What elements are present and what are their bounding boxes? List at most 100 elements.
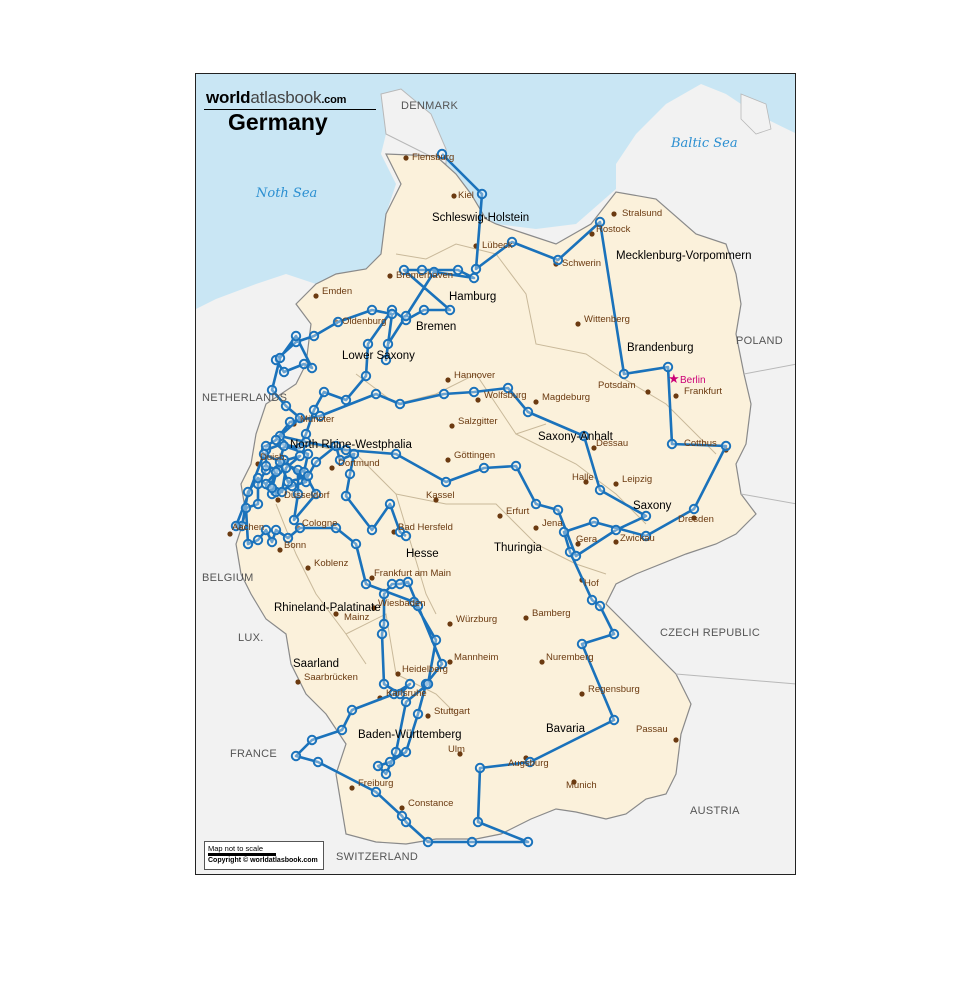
route-node	[662, 361, 674, 373]
route-node	[396, 810, 408, 822]
route-node	[378, 618, 390, 630]
route-node	[402, 576, 414, 588]
country-label: AUSTRIA	[690, 805, 740, 817]
city-dot	[571, 779, 577, 785]
city-label: Leipzig	[622, 474, 653, 485]
country-label: BELGIUM	[202, 572, 254, 584]
route-node	[366, 524, 378, 536]
route-node	[336, 724, 348, 736]
route-node	[640, 510, 652, 522]
route-node	[340, 490, 352, 502]
city-label: Bamberg	[532, 608, 571, 619]
city-label: Karlsruhe	[386, 688, 427, 699]
route-node	[478, 462, 490, 474]
state-label: Saxony	[633, 500, 672, 512]
route-node	[240, 502, 252, 514]
city-label: Koblenz	[314, 558, 349, 569]
city-dot	[583, 479, 589, 485]
city-label: Hof	[584, 578, 599, 589]
city-label: Bad Hersfeld	[398, 522, 453, 533]
city-label: Mannheim	[454, 652, 499, 663]
route-node	[530, 498, 542, 510]
route-node	[386, 308, 398, 320]
route-node	[370, 388, 382, 400]
route-node	[400, 746, 412, 758]
state-label: Brandenburg	[627, 342, 694, 354]
route-node	[290, 330, 302, 342]
city-label: Aachen	[232, 522, 265, 533]
country-label: LUX.	[238, 632, 264, 644]
route-node	[282, 476, 294, 488]
route-node	[330, 522, 342, 534]
route-node	[422, 678, 434, 690]
city-label: Dortmund	[338, 458, 380, 469]
route-node	[330, 440, 342, 452]
route-node	[720, 440, 732, 452]
city-dot	[333, 611, 339, 617]
route-node	[474, 762, 486, 774]
city-label: Cologne	[302, 518, 338, 529]
route-node	[472, 816, 484, 828]
city-label: Cottbus	[684, 438, 717, 449]
city-label: Frankfurt	[684, 386, 723, 397]
route-node	[452, 264, 464, 276]
route-node	[400, 310, 412, 322]
city-dot	[523, 615, 529, 621]
city-dot	[349, 785, 355, 791]
route-node	[394, 688, 406, 700]
route-node	[300, 436, 312, 448]
route-node	[438, 388, 450, 400]
scale-box: Map not to scale Copyright © worldatlasb…	[204, 841, 324, 870]
city-label: Magdeburg	[542, 392, 591, 403]
route-node	[270, 524, 282, 536]
route-node	[400, 530, 412, 542]
city-dot	[475, 397, 481, 403]
route-node	[252, 498, 264, 510]
country-label: CZECH REPUBLIC	[660, 627, 761, 639]
city-label: Frankfurt am Main	[374, 568, 452, 579]
route-node	[340, 394, 352, 406]
route-node	[274, 352, 286, 364]
city-label: Wittenberg	[584, 314, 630, 325]
city-dot	[403, 155, 409, 161]
city-label: Oldenburg	[342, 316, 387, 327]
brand-thin: atlasbook	[250, 88, 322, 107]
route-node	[608, 714, 620, 726]
country-label: SWITZERLAND	[336, 851, 419, 863]
sea-area	[196, 74, 795, 309]
route-node	[380, 354, 392, 366]
city-dot	[613, 481, 619, 487]
city-label: Ulm	[448, 744, 465, 755]
route-node	[318, 386, 330, 398]
city-dot	[533, 399, 539, 405]
germany-land	[235, 153, 757, 845]
route-node	[384, 498, 396, 510]
city-dot	[445, 457, 451, 463]
route-node	[524, 756, 536, 768]
city-label: Lübeck	[482, 240, 513, 251]
city-label: Freiburg	[358, 778, 394, 789]
route-node	[278, 366, 290, 378]
route-node	[292, 488, 304, 500]
route-node	[428, 266, 440, 278]
city-dot	[371, 605, 377, 611]
route-node	[422, 836, 434, 848]
route-node	[418, 304, 430, 316]
route-node	[334, 454, 346, 466]
city-label: Emden	[322, 286, 353, 297]
route-node	[282, 532, 294, 544]
country-label: FRANCE	[230, 748, 278, 760]
city-dot	[457, 751, 463, 757]
city-label: Munich	[566, 780, 597, 791]
route-node	[242, 486, 254, 498]
city-dot	[433, 497, 439, 503]
city-label: Münster	[300, 414, 335, 425]
route-node	[370, 786, 382, 798]
route-node	[552, 254, 564, 266]
state-label: Saxony-Anhalt	[538, 431, 613, 443]
state-label: Hamburg	[449, 291, 497, 303]
sea-label-north: Noth Sea	[256, 186, 318, 201]
city-dot	[589, 231, 595, 237]
country-label: NETHERLANDS	[202, 392, 288, 404]
state-label: North Rhine-Westphalia	[290, 439, 412, 451]
